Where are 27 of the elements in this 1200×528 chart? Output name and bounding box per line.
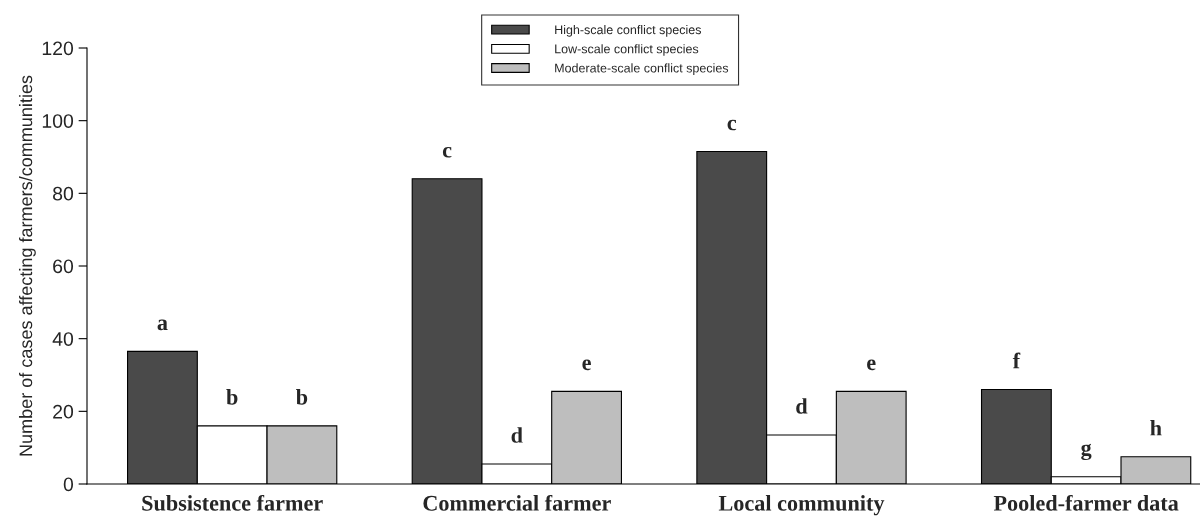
x-tick-label: Commercial farmer	[423, 494, 611, 511]
data-label: b	[226, 389, 238, 405]
x-tick-label: Subsistence farmer	[142, 494, 323, 511]
data-label: d	[511, 427, 523, 443]
data-label: e	[867, 359, 876, 371]
data-label: c	[442, 146, 452, 158]
legend-label: Low-scale conflict species	[555, 44, 699, 56]
data-label: a	[157, 319, 168, 331]
data-label: g	[1081, 443, 1092, 461]
y-tick-label: 120	[42, 41, 74, 56]
data-label: d	[796, 398, 808, 414]
y-tick-label: 100	[42, 114, 74, 128]
y-tick-label: 0	[63, 477, 74, 492]
x-tick-label: Local community	[718, 495, 885, 516]
y-tick-label: 20	[53, 404, 74, 419]
y-tick-label: 60	[53, 259, 74, 274]
legend-label: High-scale conflict species	[555, 25, 702, 37]
y-axis-title: Number of cases affecting farmers/communities	[18, 75, 36, 456]
y-tick-label: 40	[52, 332, 74, 346]
x-tick-label: Pooled-farmer data	[993, 494, 1179, 511]
data-label: h	[1150, 419, 1162, 436]
data-label: c	[727, 119, 737, 131]
data-label: f	[1012, 352, 1021, 369]
y-tick-label: 80	[53, 186, 74, 201]
legend-label: Moderate-scale conflict species	[555, 63, 729, 75]
data-label: e	[582, 359, 591, 371]
data-label: b	[296, 389, 308, 405]
